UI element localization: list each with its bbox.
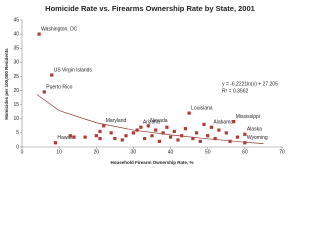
x-tick-label: 30 (131, 149, 137, 155)
point (113, 136, 117, 141)
point (176, 138, 180, 142)
point-label: US Virgin Islands (54, 67, 93, 73)
x-tick-label: 70 (279, 149, 285, 155)
x-tick-label: 20 (94, 149, 100, 155)
point (232, 120, 236, 124)
point (191, 136, 195, 141)
point (83, 135, 87, 139)
point (109, 131, 113, 135)
x-tick-label: 50 (205, 149, 211, 155)
trendline (36, 94, 264, 144)
y-tick-label: 0 (16, 144, 19, 150)
point (98, 129, 102, 134)
point (154, 128, 158, 132)
point (213, 136, 217, 141)
point (209, 125, 214, 129)
point (235, 135, 240, 139)
point (172, 129, 176, 134)
y-tick-label: 25 (13, 74, 19, 80)
point (131, 131, 136, 135)
y-tick-label: 20 (13, 88, 19, 94)
y-tick-label: 40 (13, 31, 19, 37)
x-tick-label: 0 (21, 149, 24, 155)
point (150, 134, 154, 138)
chart: Homicide Rate vs. Firearms Ownership Rat… (0, 0, 291, 173)
y-tick-label: 15 (13, 102, 19, 108)
point-label: Washington, DC (41, 26, 78, 32)
point-label: Puerto Rico (46, 84, 72, 90)
point-label: Nevada (150, 118, 167, 124)
x-tick-label: 60 (242, 149, 248, 155)
point (94, 134, 98, 138)
point (228, 139, 232, 143)
point-label: Alabama (213, 120, 233, 126)
point (243, 141, 247, 145)
y-axis-label: Homicides per 100,000 Residents (4, 48, 9, 120)
chart-title: Homicide Rate vs. Firearms Ownership Rat… (45, 4, 255, 13)
point (120, 138, 124, 142)
point-label: Hawaii (57, 135, 72, 141)
point (168, 135, 173, 139)
r-squared: R² = 0.3562 (222, 88, 248, 94)
point (187, 111, 191, 115)
point (142, 136, 147, 141)
point (161, 131, 165, 135)
point-label: Alaska (247, 127, 262, 133)
x-tick-label: 40 (168, 149, 174, 155)
point (98, 136, 102, 141)
x-tick-label: 10 (56, 149, 62, 155)
point (217, 128, 221, 132)
point (124, 134, 128, 138)
point-label: Maryland (106, 118, 127, 124)
point (206, 134, 210, 138)
point-label: Wyoming (247, 135, 268, 141)
point (198, 139, 202, 143)
point (68, 134, 72, 138)
background (0, 0, 291, 173)
point (202, 122, 206, 127)
point (180, 134, 184, 138)
point-label: Mississippi (236, 114, 260, 120)
point (157, 139, 162, 143)
point (139, 125, 143, 129)
point (50, 73, 54, 77)
point (135, 128, 139, 132)
point (42, 90, 46, 94)
point (243, 132, 247, 136)
y-tick-label: 10 (13, 116, 19, 122)
point (165, 125, 169, 129)
point (102, 124, 106, 128)
y-tick-label: 30 (13, 60, 19, 66)
point (72, 135, 76, 139)
point (53, 141, 58, 145)
x-axis-label: Household Firearm Ownership Rate, % (110, 160, 193, 165)
point (146, 124, 150, 128)
point-label: Arizona (143, 120, 160, 126)
point (183, 127, 188, 131)
equation: y = -6.2221ln(x) + 27.205 (222, 81, 278, 87)
y-tick-label: 5 (16, 130, 19, 136)
y-tick-label: 45 (13, 17, 19, 23)
point (37, 32, 41, 36)
point (194, 131, 199, 135)
y-tick-label: 35 (13, 46, 19, 52)
point-label: Louisiana (191, 105, 213, 111)
point (224, 131, 228, 135)
